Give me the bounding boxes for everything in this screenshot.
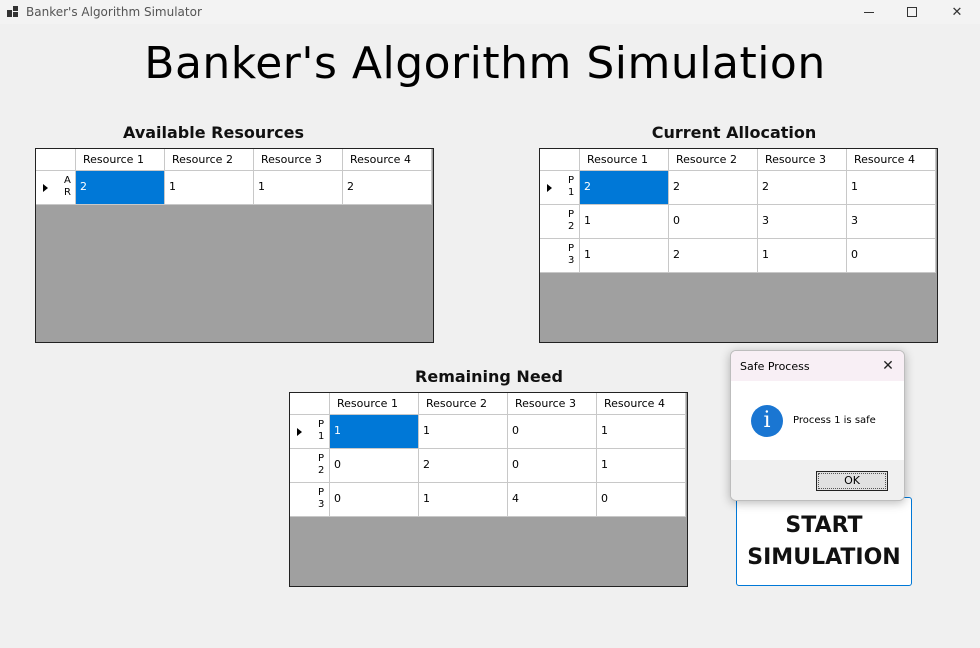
current-row-arrow-icon xyxy=(43,184,48,192)
column-header-resource-2[interactable]: Resource 2 xyxy=(419,393,508,415)
grid-header-row: Resource 1 Resource 2 Resource 3 Resource 4 xyxy=(36,149,432,171)
grid-cell[interactable]: 1 xyxy=(165,171,254,205)
dialog-titlebar: Safe Process ✕ xyxy=(731,351,904,381)
row-header[interactable]: P1 xyxy=(290,415,330,449)
window-titlebar: Banker's Algorithm Simulator ✕ xyxy=(0,0,980,24)
start-simulation-button[interactable]: START SIMULATION xyxy=(736,497,912,586)
column-header-resource-1[interactable]: Resource 1 xyxy=(330,393,419,415)
grid-cell[interactable]: 2 xyxy=(343,171,432,205)
grid-cell[interactable]: 2 xyxy=(758,171,847,205)
grid-cell[interactable]: 0 xyxy=(847,239,936,273)
info-icon: i xyxy=(751,405,783,437)
grid-corner-header[interactable] xyxy=(540,149,580,171)
row-header-label: P1 xyxy=(318,419,325,442)
current-row-arrow-icon xyxy=(297,428,302,436)
grid-cell[interactable]: 1 xyxy=(580,205,669,239)
column-header-resource-4[interactable]: Resource 4 xyxy=(597,393,686,415)
grid-cell[interactable]: 1 xyxy=(254,171,343,205)
grid-cell[interactable]: 1 xyxy=(330,415,419,449)
dialog-close-button[interactable]: ✕ xyxy=(879,357,897,375)
available-resources-label: Available Resources xyxy=(123,123,304,142)
row-header-label: P2 xyxy=(568,209,575,232)
grid-cell[interactable]: 1 xyxy=(847,171,936,205)
grid-corner-header[interactable] xyxy=(290,393,330,415)
grid-cell[interactable]: 0 xyxy=(330,483,419,517)
row-header[interactable]: AR xyxy=(36,171,76,205)
grid-cell[interactable]: 3 xyxy=(847,205,936,239)
grid-header-row: Resource 1 Resource 2 Resource 3 Resource 4 xyxy=(290,393,686,415)
dialog-title: Safe Process xyxy=(740,360,810,373)
column-header-resource-2[interactable]: Resource 2 xyxy=(165,149,254,171)
remaining-need-grid[interactable]: Resource 1 Resource 2 Resource 3 Resource 4… xyxy=(289,392,688,587)
row-header[interactable]: P2 xyxy=(290,449,330,483)
table-row[interactable]: P1 1 1 0 1 xyxy=(290,415,686,449)
available-resources-grid[interactable]: Resource 1 Resource 2 Resource 3 Resource 4… xyxy=(35,148,434,343)
column-header-resource-2[interactable]: Resource 2 xyxy=(669,149,758,171)
safe-process-dialog: Safe Process ✕ i Process 1 is safe OK xyxy=(730,350,905,501)
column-header-resource-1[interactable]: Resource 1 xyxy=(76,149,165,171)
table-row[interactable]: P1 2 2 2 1 xyxy=(540,171,936,205)
grid-cell[interactable]: 2 xyxy=(669,171,758,205)
current-allocation-label: Current Allocation xyxy=(651,123,817,142)
grid-cell[interactable]: 0 xyxy=(597,483,686,517)
row-header[interactable]: P3 xyxy=(290,483,330,517)
grid-cell[interactable]: 2 xyxy=(580,171,669,205)
grid-corner-header[interactable] xyxy=(36,149,76,171)
start-button-line2: SIMULATION xyxy=(747,544,901,570)
row-header[interactable]: P3 xyxy=(540,239,580,273)
column-header-resource-1[interactable]: Resource 1 xyxy=(580,149,669,171)
grid-cell[interactable]: 1 xyxy=(597,449,686,483)
row-header-label: P1 xyxy=(568,175,575,198)
row-header-label: P3 xyxy=(318,487,325,510)
close-icon: ✕ xyxy=(951,4,963,20)
minimize-icon xyxy=(864,11,874,13)
remaining-need-label: Remaining Need xyxy=(415,367,563,386)
row-header-label: P2 xyxy=(318,453,325,476)
dialog-footer: OK xyxy=(731,460,904,500)
app-icon xyxy=(7,6,19,18)
grid-cell[interactable]: 1 xyxy=(597,415,686,449)
ok-button[interactable]: OK xyxy=(816,471,888,491)
grid-cell[interactable]: 1 xyxy=(580,239,669,273)
window-title: Banker's Algorithm Simulator xyxy=(26,5,202,19)
grid-cell[interactable]: 0 xyxy=(330,449,419,483)
grid-header-row: Resource 1 Resource 2 Resource 3 Resource 4 xyxy=(540,149,936,171)
grid-cell[interactable]: 1 xyxy=(419,415,508,449)
grid-cell[interactable]: 0 xyxy=(508,415,597,449)
start-button-line1: START xyxy=(785,512,863,538)
table-row[interactable]: P3 1 2 1 0 xyxy=(540,239,936,273)
column-header-resource-3[interactable]: Resource 3 xyxy=(508,393,597,415)
row-header-label: P3 xyxy=(568,243,575,266)
minimize-button[interactable] xyxy=(846,0,892,24)
maximize-button[interactable] xyxy=(889,0,935,24)
row-header[interactable]: P1 xyxy=(540,171,580,205)
table-row[interactable]: P3 0 1 4 0 xyxy=(290,483,686,517)
dialog-message: Process 1 is safe xyxy=(793,415,876,426)
grid-cell[interactable]: 2 xyxy=(76,171,165,205)
grid-cell[interactable]: 3 xyxy=(758,205,847,239)
column-header-resource-4[interactable]: Resource 4 xyxy=(847,149,936,171)
row-header-label: AR xyxy=(64,175,71,198)
table-row[interactable]: P2 1 0 3 3 xyxy=(540,205,936,239)
grid-cell[interactable]: 4 xyxy=(508,483,597,517)
row-header[interactable]: P2 xyxy=(540,205,580,239)
column-header-resource-4[interactable]: Resource 4 xyxy=(343,149,432,171)
grid-cell[interactable]: 0 xyxy=(508,449,597,483)
page-title: Banker's Algorithm Simulation xyxy=(144,38,826,89)
table-row[interactable]: AR 2 1 1 2 xyxy=(36,171,432,205)
close-button[interactable]: ✕ xyxy=(934,0,980,24)
grid-cell[interactable]: 2 xyxy=(669,239,758,273)
grid-cell[interactable]: 1 xyxy=(758,239,847,273)
column-header-resource-3[interactable]: Resource 3 xyxy=(758,149,847,171)
current-row-arrow-icon xyxy=(547,184,552,192)
maximize-icon xyxy=(907,7,917,17)
grid-cell[interactable]: 1 xyxy=(419,483,508,517)
table-row[interactable]: P2 0 2 0 1 xyxy=(290,449,686,483)
column-header-resource-3[interactable]: Resource 3 xyxy=(254,149,343,171)
grid-cell[interactable]: 0 xyxy=(669,205,758,239)
current-allocation-grid[interactable]: Resource 1 Resource 2 Resource 3 Resource 4… xyxy=(539,148,938,343)
grid-cell[interactable]: 2 xyxy=(419,449,508,483)
close-icon: ✕ xyxy=(882,358,894,374)
